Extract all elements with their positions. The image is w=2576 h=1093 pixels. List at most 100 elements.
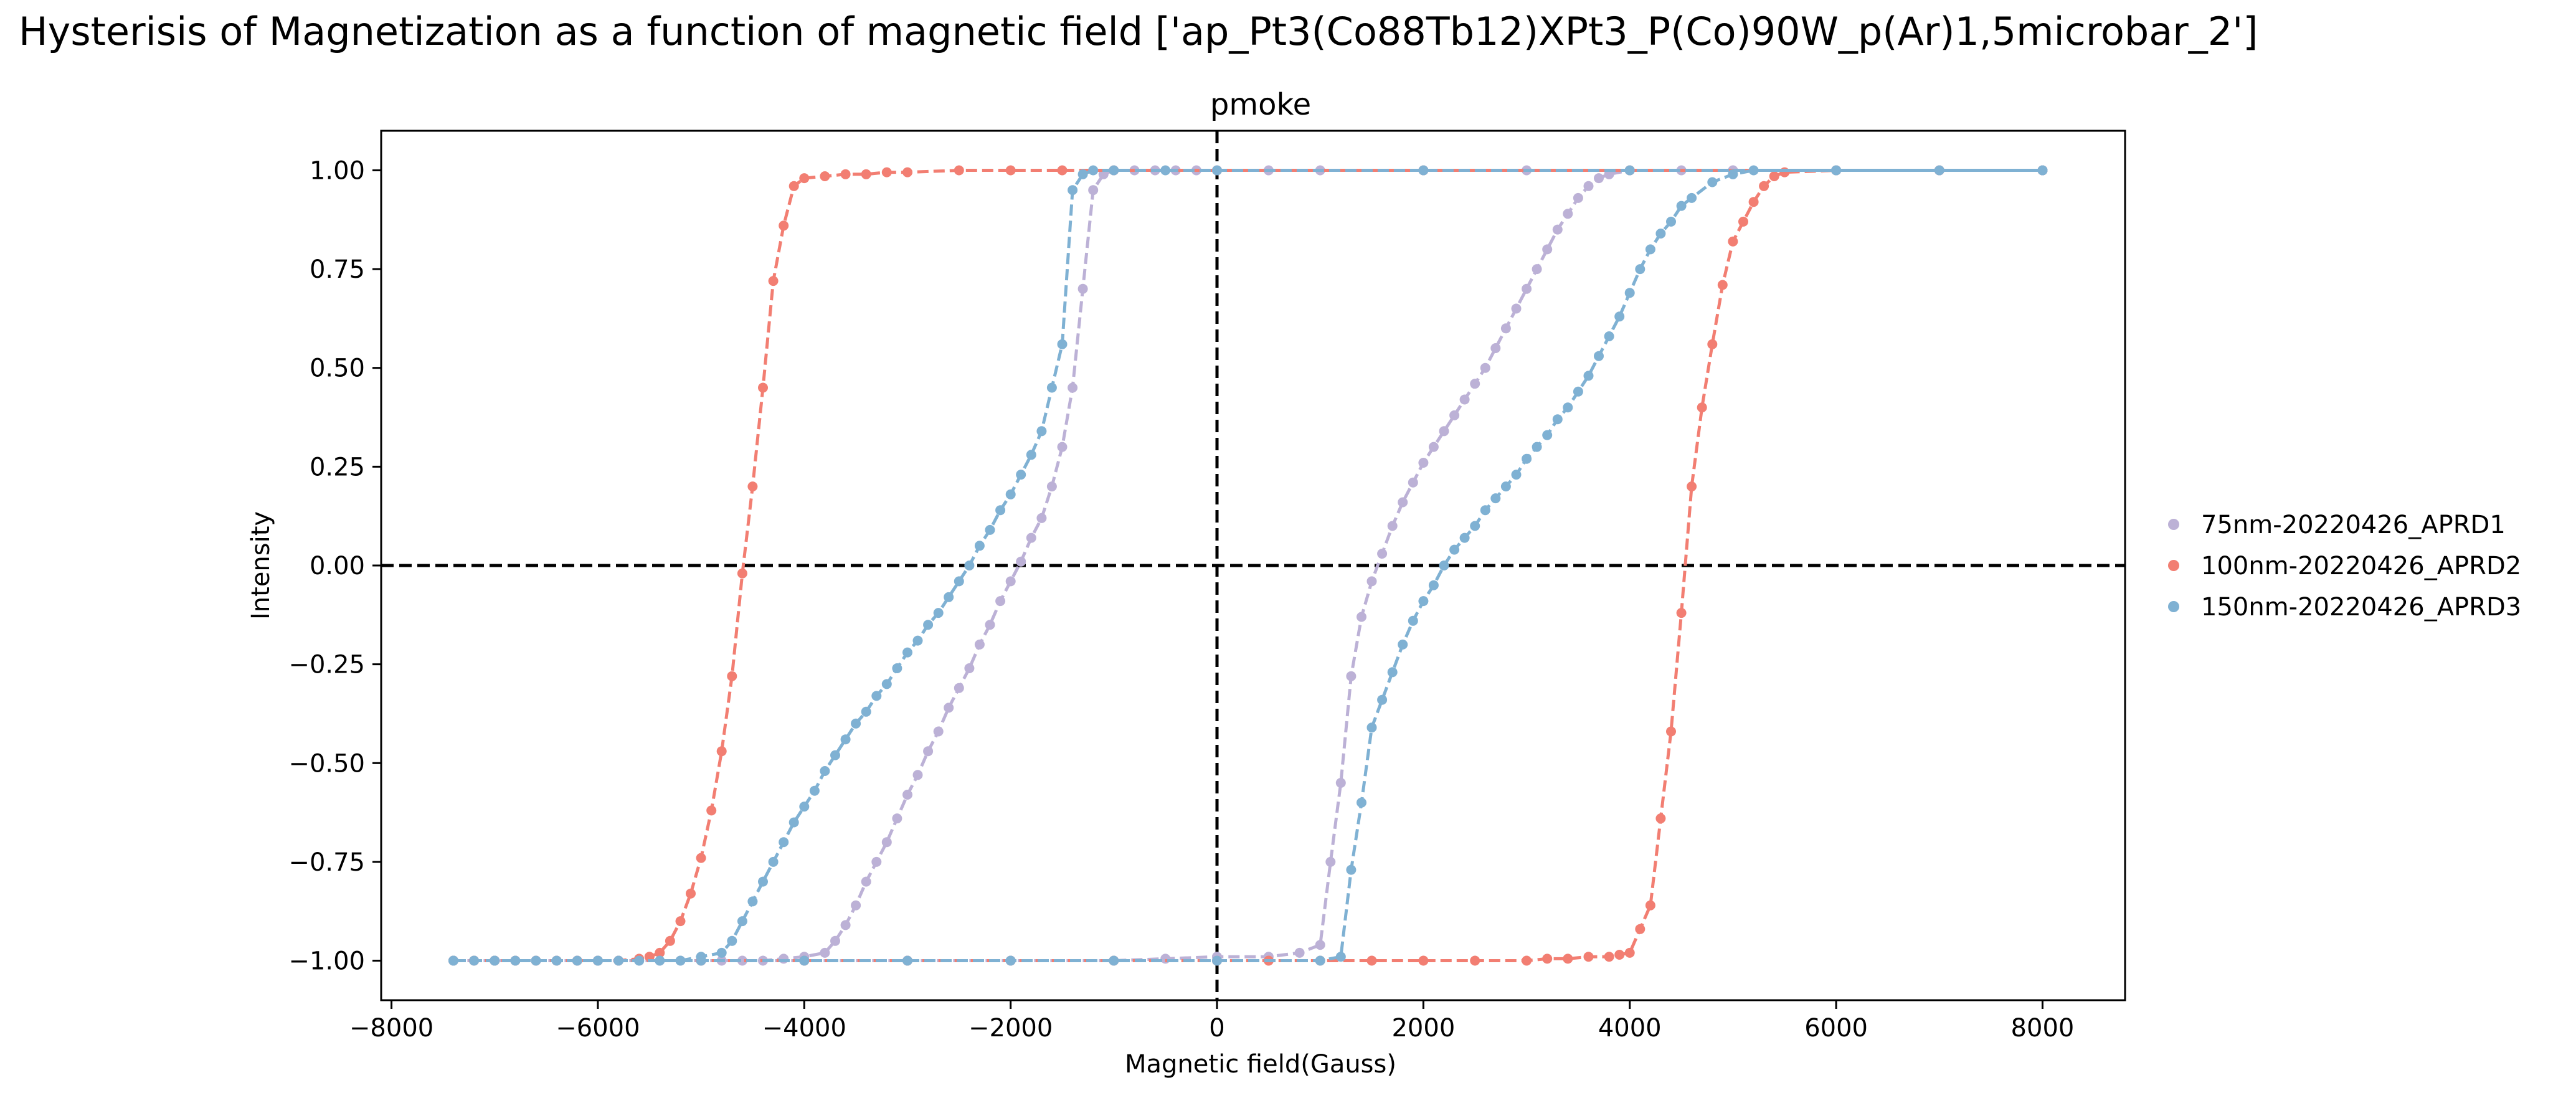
- data-point: [1552, 414, 1563, 425]
- data-point: [1573, 192, 1583, 203]
- data-point: [1542, 953, 1553, 964]
- data-point: [1016, 556, 1026, 567]
- data-point: [737, 955, 747, 966]
- x-axis-label: Magnetic field(Gauss): [1125, 1050, 1396, 1079]
- data-point: [1583, 371, 1594, 381]
- data-point: [1470, 521, 1480, 531]
- data-point: [706, 805, 717, 816]
- legend-label: 75nm-20220426_APRD1: [2201, 511, 2506, 539]
- data-point: [1366, 576, 1377, 587]
- data-point: [1418, 165, 1429, 176]
- data-point: [1109, 165, 1119, 176]
- legend-item: 150nm-20220426_APRD3: [2168, 593, 2521, 622]
- data-point: [871, 691, 882, 701]
- data-point: [1522, 283, 1532, 294]
- data-point: [1738, 216, 1748, 227]
- data-point: [1748, 197, 1759, 207]
- data-point: [1687, 481, 1697, 492]
- data-point: [954, 576, 964, 587]
- data-point: [1480, 505, 1490, 516]
- data-point: [995, 596, 1006, 607]
- data-point: [1470, 955, 1480, 966]
- data-point: [1934, 165, 1944, 176]
- data-point: [665, 935, 675, 946]
- data-point: [1542, 244, 1553, 255]
- data-point: [1387, 667, 1398, 678]
- data-point: [1439, 426, 1449, 437]
- data-point: [1511, 470, 1522, 480]
- data-point: [1335, 778, 1346, 788]
- data-point: [1377, 549, 1388, 559]
- x-axis: −8000 −6000 −4000 −2000 0 2000 4000 6000 8000: [349, 1000, 2074, 1043]
- data-point: [1357, 612, 1366, 622]
- data-point: [1717, 280, 1728, 290]
- plot-area: [381, 131, 2125, 1000]
- y-tick-label: 0.75: [310, 255, 365, 284]
- data-point: [696, 853, 706, 863]
- data-point: [851, 718, 861, 729]
- data-point: [1532, 264, 1542, 275]
- data-point: [1831, 165, 1842, 176]
- data-point: [490, 955, 500, 966]
- data-point: [944, 592, 954, 602]
- data-point: [1428, 442, 1439, 452]
- data-point: [1635, 924, 1646, 934]
- data-point: [592, 955, 603, 966]
- data-point: [1687, 192, 1697, 203]
- data-point: [902, 167, 912, 177]
- data-point: [1624, 165, 1635, 176]
- data-point: [1005, 955, 1016, 966]
- x-tick-label: 4000: [1598, 1014, 1662, 1043]
- data-point: [809, 785, 820, 796]
- data-point: [923, 620, 934, 630]
- data-point: [881, 837, 892, 848]
- data-point: [1387, 521, 1398, 531]
- data-point: [1542, 430, 1553, 440]
- data-point: [1057, 339, 1068, 349]
- data-point: [1490, 343, 1501, 353]
- legend: 75nm-20220426_APRD1 100nm-20220426_APRD2 1…: [2168, 511, 2521, 622]
- data-point: [1459, 394, 1470, 405]
- data-point: [881, 167, 892, 177]
- data-point: [1315, 940, 1325, 950]
- data-point: [1563, 402, 1573, 413]
- data-point: [830, 935, 840, 946]
- data-point: [727, 935, 737, 946]
- data-point: [799, 955, 810, 966]
- data-point: [954, 165, 964, 176]
- data-point: [1088, 185, 1099, 196]
- data-point: [840, 169, 851, 179]
- data-point: [1346, 671, 1357, 681]
- data-point: [820, 766, 830, 776]
- data-point: [1769, 171, 1779, 181]
- data-point: [1522, 453, 1532, 464]
- data-point: [1408, 477, 1418, 488]
- data-point: [1057, 442, 1068, 452]
- data-point: [964, 561, 975, 570]
- data-point: [737, 916, 747, 927]
- data-point: [779, 837, 789, 848]
- data-point: [1697, 402, 1707, 413]
- data-point: [675, 955, 686, 966]
- data-point: [985, 620, 995, 630]
- data-point: [902, 790, 912, 800]
- data-point: [1057, 165, 1068, 176]
- data-point: [1109, 955, 1119, 966]
- data-point: [1480, 362, 1490, 373]
- y-axis-label: Intensity: [247, 511, 275, 620]
- data-point: [747, 481, 758, 492]
- data-point: [1418, 955, 1429, 966]
- data-point: [768, 856, 779, 867]
- y-tick-label: −0.75: [288, 848, 365, 877]
- data-point: [799, 173, 810, 184]
- data-point: [1325, 856, 1336, 867]
- data-point: [1728, 169, 1738, 179]
- data-point: [758, 876, 768, 887]
- data-point: [923, 746, 934, 757]
- data-point: [1490, 493, 1501, 504]
- data-point: [1459, 532, 1470, 543]
- x-tick-label: −4000: [762, 1014, 846, 1043]
- data-point: [1294, 947, 1305, 958]
- data-point: [830, 750, 840, 760]
